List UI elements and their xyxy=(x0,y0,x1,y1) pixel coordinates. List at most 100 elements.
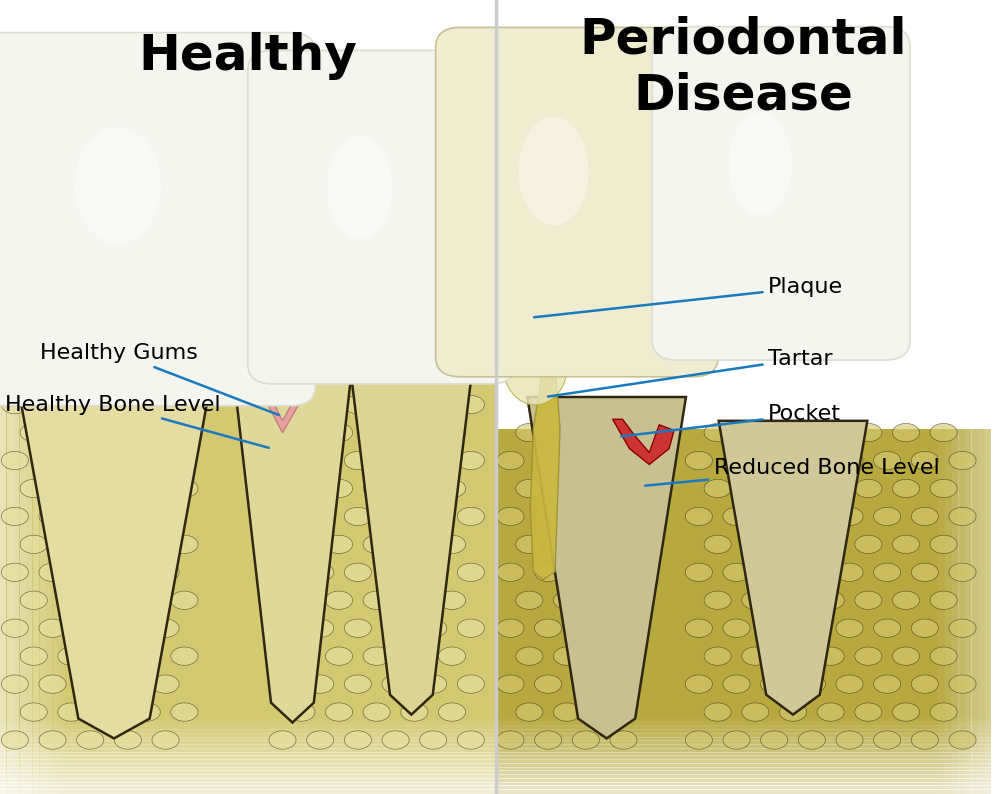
Ellipse shape xyxy=(288,535,315,553)
Ellipse shape xyxy=(288,591,315,610)
Ellipse shape xyxy=(114,395,141,414)
Ellipse shape xyxy=(742,591,769,610)
Ellipse shape xyxy=(420,395,447,414)
Ellipse shape xyxy=(382,395,409,414)
Ellipse shape xyxy=(729,113,792,215)
Ellipse shape xyxy=(307,507,334,526)
Ellipse shape xyxy=(152,507,179,526)
Ellipse shape xyxy=(325,647,353,665)
Ellipse shape xyxy=(817,703,844,721)
Ellipse shape xyxy=(836,563,863,581)
Ellipse shape xyxy=(503,326,567,405)
Ellipse shape xyxy=(171,423,198,441)
Ellipse shape xyxy=(307,451,334,470)
Ellipse shape xyxy=(497,619,524,638)
Ellipse shape xyxy=(610,507,637,526)
Bar xyxy=(7,238,13,794)
FancyBboxPatch shape xyxy=(436,28,718,377)
Bar xyxy=(0,725,496,730)
Ellipse shape xyxy=(269,675,296,693)
Polygon shape xyxy=(233,369,352,723)
Ellipse shape xyxy=(911,563,938,581)
Bar xyxy=(0,770,496,775)
Ellipse shape xyxy=(382,451,409,470)
Ellipse shape xyxy=(382,730,409,750)
Ellipse shape xyxy=(382,619,409,638)
Ellipse shape xyxy=(171,480,198,498)
Bar xyxy=(496,763,991,768)
Ellipse shape xyxy=(911,730,938,750)
Ellipse shape xyxy=(591,480,618,498)
Ellipse shape xyxy=(779,535,807,553)
Ellipse shape xyxy=(325,591,353,610)
Polygon shape xyxy=(352,381,471,715)
Bar xyxy=(10,381,208,746)
Bar xyxy=(0,733,496,738)
Ellipse shape xyxy=(855,535,882,553)
Ellipse shape xyxy=(307,563,334,581)
Bar xyxy=(0,718,496,723)
Ellipse shape xyxy=(497,563,524,581)
Ellipse shape xyxy=(344,507,371,526)
Bar xyxy=(496,778,991,783)
Bar xyxy=(0,740,496,745)
Ellipse shape xyxy=(911,619,938,638)
Ellipse shape xyxy=(553,591,581,610)
Ellipse shape xyxy=(363,591,390,610)
Ellipse shape xyxy=(610,619,637,638)
Ellipse shape xyxy=(95,647,123,665)
Ellipse shape xyxy=(438,647,466,665)
Text: Healthy Gums: Healthy Gums xyxy=(40,343,279,415)
Ellipse shape xyxy=(836,730,863,750)
Ellipse shape xyxy=(949,563,976,581)
Bar xyxy=(496,722,991,727)
Ellipse shape xyxy=(798,619,825,638)
Bar xyxy=(496,737,991,742)
Ellipse shape xyxy=(307,395,334,414)
Ellipse shape xyxy=(95,535,123,553)
Ellipse shape xyxy=(930,703,957,721)
Ellipse shape xyxy=(20,423,47,441)
Bar xyxy=(932,238,939,794)
Circle shape xyxy=(496,302,515,318)
Ellipse shape xyxy=(1,730,28,750)
Bar xyxy=(0,755,496,760)
Ellipse shape xyxy=(95,423,123,441)
Ellipse shape xyxy=(723,619,750,638)
Circle shape xyxy=(514,295,536,312)
Ellipse shape xyxy=(874,507,901,526)
Text: Tartar: Tartar xyxy=(548,349,833,396)
Ellipse shape xyxy=(438,423,466,441)
Bar xyxy=(33,238,39,794)
Bar xyxy=(991,238,998,794)
Ellipse shape xyxy=(610,675,637,693)
Ellipse shape xyxy=(685,451,712,470)
Ellipse shape xyxy=(269,507,296,526)
Ellipse shape xyxy=(288,480,315,498)
Ellipse shape xyxy=(779,480,807,498)
Ellipse shape xyxy=(288,647,315,665)
Ellipse shape xyxy=(591,647,618,665)
Ellipse shape xyxy=(438,591,466,610)
Ellipse shape xyxy=(817,480,844,498)
Ellipse shape xyxy=(572,675,599,693)
Ellipse shape xyxy=(152,730,179,750)
Bar xyxy=(0,744,496,749)
Bar xyxy=(0,238,6,794)
Ellipse shape xyxy=(401,703,428,721)
Ellipse shape xyxy=(401,535,428,553)
Ellipse shape xyxy=(497,675,524,693)
Bar xyxy=(971,238,978,794)
Ellipse shape xyxy=(95,591,123,610)
Ellipse shape xyxy=(133,535,160,553)
Ellipse shape xyxy=(704,423,731,441)
Ellipse shape xyxy=(572,730,599,750)
Ellipse shape xyxy=(553,535,581,553)
Bar xyxy=(13,238,19,794)
Ellipse shape xyxy=(420,619,447,638)
Ellipse shape xyxy=(874,563,901,581)
Ellipse shape xyxy=(363,480,390,498)
Ellipse shape xyxy=(930,423,957,441)
Ellipse shape xyxy=(761,619,788,638)
Ellipse shape xyxy=(171,535,198,553)
